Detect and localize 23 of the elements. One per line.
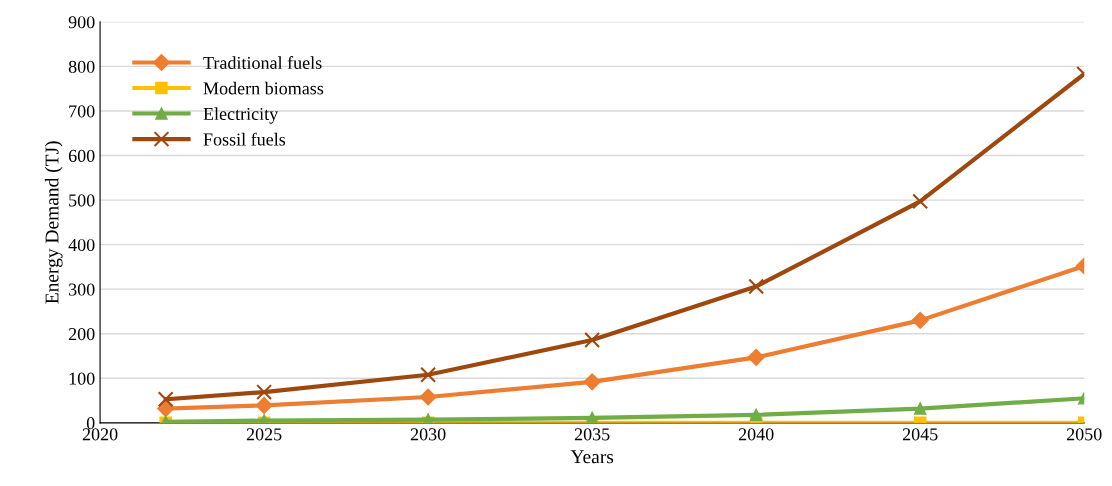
y-tick-label: 600 <box>68 149 95 162</box>
legend-label: Electricity <box>203 107 279 124</box>
x-axis-title: Years <box>570 450 614 464</box>
y-tick-label: 700 <box>69 105 95 118</box>
legend-label: Traditional fuels <box>203 56 322 69</box>
y-axis-title: Energy Demand (TJ) <box>44 141 63 304</box>
x-tick-label: 2035 <box>574 428 610 441</box>
y-tick-label: 0 <box>86 417 95 430</box>
x-tick-label: 2025 <box>246 428 282 441</box>
y-tick-label: 800 <box>68 60 95 73</box>
x-tick-label: 2030 <box>410 428 446 441</box>
y-tick-label: 200 <box>68 327 95 341</box>
x-tick-label: 2045 <box>902 428 938 441</box>
x-tick-label: 2040 <box>738 428 774 441</box>
legend-label: Modern biomass <box>203 81 324 95</box>
y-tick-label: 900 <box>68 16 95 29</box>
y-tick-label: 500 <box>69 194 95 207</box>
y-tick-label: 300 <box>69 283 95 296</box>
y-tick-label: 400 <box>68 238 95 252</box>
x-tick-label: 2020 <box>82 428 118 441</box>
x-tick-label: 2050 <box>1066 428 1102 441</box>
legend-label: Fossil fuels <box>203 132 286 146</box>
y-tick-label: 100 <box>69 372 95 385</box>
